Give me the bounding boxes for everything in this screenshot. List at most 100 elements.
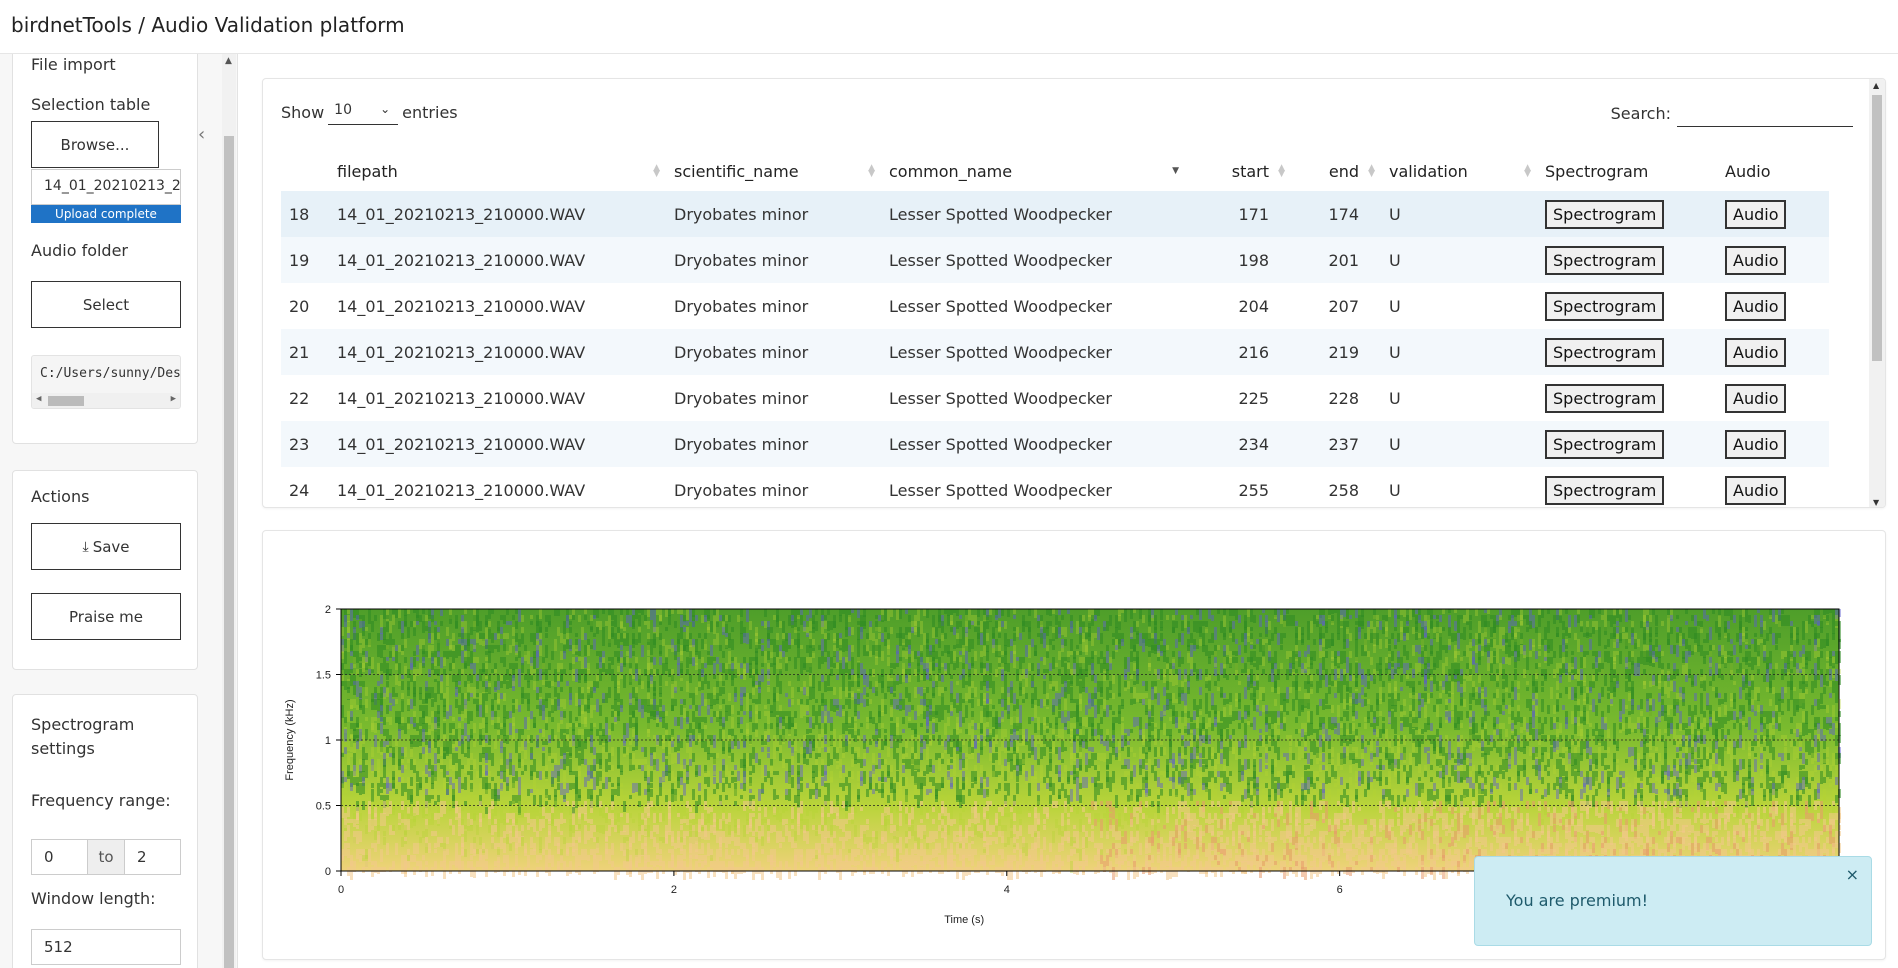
scroll-left-icon[interactable]: ◀ xyxy=(36,394,42,404)
cell-audio: Audio xyxy=(1717,421,1829,467)
cell-filepath: 14_01_20210213_210000.WAV xyxy=(329,237,666,283)
data-table: filepath ▲ ▼ scientific_name ▲ ▼ common_name… xyxy=(281,151,1829,507)
cell-common-name: Lesser Spotted Woodpecker xyxy=(881,375,1185,421)
data-table-panel: Show 10 ⌄ entries Search: filepath ▲ ▼ sci… xyxy=(262,78,1886,508)
audio-button[interactable]: Audio xyxy=(1725,291,1787,321)
scroll-thumb[interactable] xyxy=(48,396,84,406)
frequency-min-input[interactable]: 0 xyxy=(44,848,54,866)
cell-start: 234 xyxy=(1185,421,1291,467)
sidebar-scrollbar[interactable]: ▲ xyxy=(222,54,236,968)
cell-end: 207 xyxy=(1291,283,1381,329)
spectrogram-button[interactable]: Spectrogram xyxy=(1545,383,1665,413)
table-row[interactable]: 23 14_01_20210213_210000.WAV Dryobates min… xyxy=(281,421,1829,467)
scroll-down-icon[interactable]: ▼ xyxy=(1873,498,1880,507)
cell-start: 225 xyxy=(1185,375,1291,421)
row-index: 24 xyxy=(281,467,329,507)
y-tick-label: 0.5 xyxy=(316,801,331,813)
cell-common-name: Lesser Spotted Woodpecker xyxy=(881,237,1185,283)
cell-filepath: 14_01_20210213_210000.WAV xyxy=(329,375,666,421)
cell-validation: U xyxy=(1381,375,1537,421)
spectrogram-button[interactable]: Spectrogram xyxy=(1545,291,1665,321)
col-header-start[interactable]: start ▲ ▼ xyxy=(1231,161,1285,181)
spectrogram-plot-area xyxy=(341,609,1841,880)
audio-button[interactable]: Audio xyxy=(1725,337,1787,367)
table-row[interactable]: 22 14_01_20210213_210000.WAV Dryobates min… xyxy=(281,375,1829,421)
scroll-up-icon[interactable]: ▲ xyxy=(225,56,232,66)
audio-button[interactable]: Audio xyxy=(1725,475,1787,505)
horizontal-scrollbar[interactable]: ◀ ▶ xyxy=(32,393,180,408)
spectrogram-button[interactable]: Spectrogram xyxy=(1545,199,1665,229)
scroll-right-icon[interactable]: ▶ xyxy=(170,394,176,404)
table-row[interactable]: 24 14_01_20210213_210000.WAV Dryobates min… xyxy=(281,467,1829,507)
audio-button[interactable]: Audio xyxy=(1725,245,1787,275)
cell-common-name: Lesser Spotted Woodpecker xyxy=(881,329,1185,375)
selection-table-label: Selection table xyxy=(31,95,151,114)
selected-file-field: 14_01_20210213_210000.csv xyxy=(31,169,181,205)
col-header-end[interactable]: end ▲ ▼ xyxy=(1328,161,1375,181)
sidebar-scroll-thumb[interactable] xyxy=(224,136,234,968)
audio-button[interactable]: Audio xyxy=(1725,383,1787,413)
y-tick-label: 1.5 xyxy=(316,670,331,682)
cell-scientific-name: Dryobates minor xyxy=(666,329,881,375)
cell-audio: Audio xyxy=(1717,329,1829,375)
audio-button[interactable]: Audio xyxy=(1725,429,1787,459)
spectrogram-button[interactable]: Spectrogram xyxy=(1545,337,1665,367)
col-header-audio: Audio xyxy=(1725,161,1771,181)
cell-scientific-name: Dryobates minor xyxy=(666,375,881,421)
table-scrollbar[interactable]: ▲ ▼ xyxy=(1869,79,1885,507)
cell-start: 216 xyxy=(1185,329,1291,375)
upload-progress-bar: Upload complete xyxy=(31,205,181,223)
close-icon[interactable]: × xyxy=(1845,865,1859,884)
cell-scientific-name: Dryobates minor xyxy=(666,467,881,507)
cell-common-name: Lesser Spotted Woodpecker xyxy=(881,191,1185,237)
cell-spectrogram: Spectrogram xyxy=(1537,237,1717,283)
table-row[interactable]: 18 14_01_20210213_210000.WAV Dryobates min… xyxy=(281,191,1829,237)
table-row[interactable]: 21 14_01_20210213_210000.WAV Dryobates min… xyxy=(281,329,1829,375)
spectrogram-button[interactable]: Spectrogram xyxy=(1545,429,1665,459)
entries-select[interactable]: 10 ⌄ xyxy=(328,99,399,125)
audio-folder-label: Audio folder xyxy=(31,241,129,260)
select-folder-button[interactable]: Select xyxy=(31,281,181,328)
row-index: 20 xyxy=(281,283,329,329)
col-header-common-name[interactable]: common_name ▼ xyxy=(889,161,1179,181)
spectrogram-settings-panel: Spectrogram settings Frequency range: 0 … xyxy=(12,694,198,968)
cell-filepath: 14_01_20210213_210000.WAV xyxy=(329,191,666,237)
browse-button[interactable]: Browse... xyxy=(31,121,159,168)
table-scroll-thumb[interactable] xyxy=(1872,95,1882,361)
cell-filepath: 14_01_20210213_210000.WAV xyxy=(329,329,666,375)
spectrogram-button[interactable]: Spectrogram xyxy=(1545,245,1665,275)
spectrogram-chart: 0 0.5 1 1.5 2 0 2 4 6 Time (s) Frequency (kHz) xyxy=(284,604,1841,926)
cell-spectrogram: Spectrogram xyxy=(1537,191,1717,237)
spectrogram-button[interactable]: Spectrogram xyxy=(1545,475,1665,505)
window-length-input[interactable]: 512 xyxy=(31,929,181,965)
y-tick-label: 1 xyxy=(325,735,331,747)
y-axis-label: Frequency (kHz) xyxy=(284,699,296,780)
cell-start: 204 xyxy=(1185,283,1291,329)
audio-button[interactable]: Audio xyxy=(1725,199,1787,229)
col-header-scientific-name[interactable]: scientific_name ▲ ▼ xyxy=(674,161,875,181)
toast-message: You are premium! xyxy=(1506,891,1649,910)
entries-length-control: Show 10 ⌄ entries xyxy=(281,99,458,125)
col-header-validation[interactable]: validation ▲ ▼ xyxy=(1389,161,1531,181)
frequency-max-input[interactable]: 2 xyxy=(137,848,147,866)
collapse-sidebar-icon[interactable]: ‹ xyxy=(198,124,206,145)
folder-path-display: C:/Users/sunny/Desktop ◀ ▶ xyxy=(31,355,181,409)
col-header-filepath[interactable]: filepath ▲ ▼ xyxy=(337,161,660,181)
cell-scientific-name: Dryobates minor xyxy=(666,191,881,237)
cell-end: 237 xyxy=(1291,421,1381,467)
cell-audio: Audio xyxy=(1717,237,1829,283)
praise-me-button[interactable]: Praise me xyxy=(31,593,181,640)
scroll-up-icon[interactable]: ▲ xyxy=(1873,81,1880,90)
table-row[interactable]: 20 14_01_20210213_210000.WAV Dryobates min… xyxy=(281,283,1829,329)
search-input[interactable] xyxy=(1677,99,1853,127)
y-tick-label: 0 xyxy=(325,866,331,878)
sort-desc-icon: ▼ xyxy=(1172,166,1179,176)
row-index: 19 xyxy=(281,237,329,283)
table-row[interactable]: 19 14_01_20210213_210000.WAV Dryobates min… xyxy=(281,237,1829,283)
entries-label: entries xyxy=(402,102,458,122)
actions-heading: Actions xyxy=(31,487,90,506)
save-button[interactable]: ⤓ Save xyxy=(31,523,181,570)
show-label: Show xyxy=(281,102,325,122)
cell-validation: U xyxy=(1381,467,1537,507)
app-title: birdnetTools / Audio Validation platform xyxy=(11,13,405,37)
